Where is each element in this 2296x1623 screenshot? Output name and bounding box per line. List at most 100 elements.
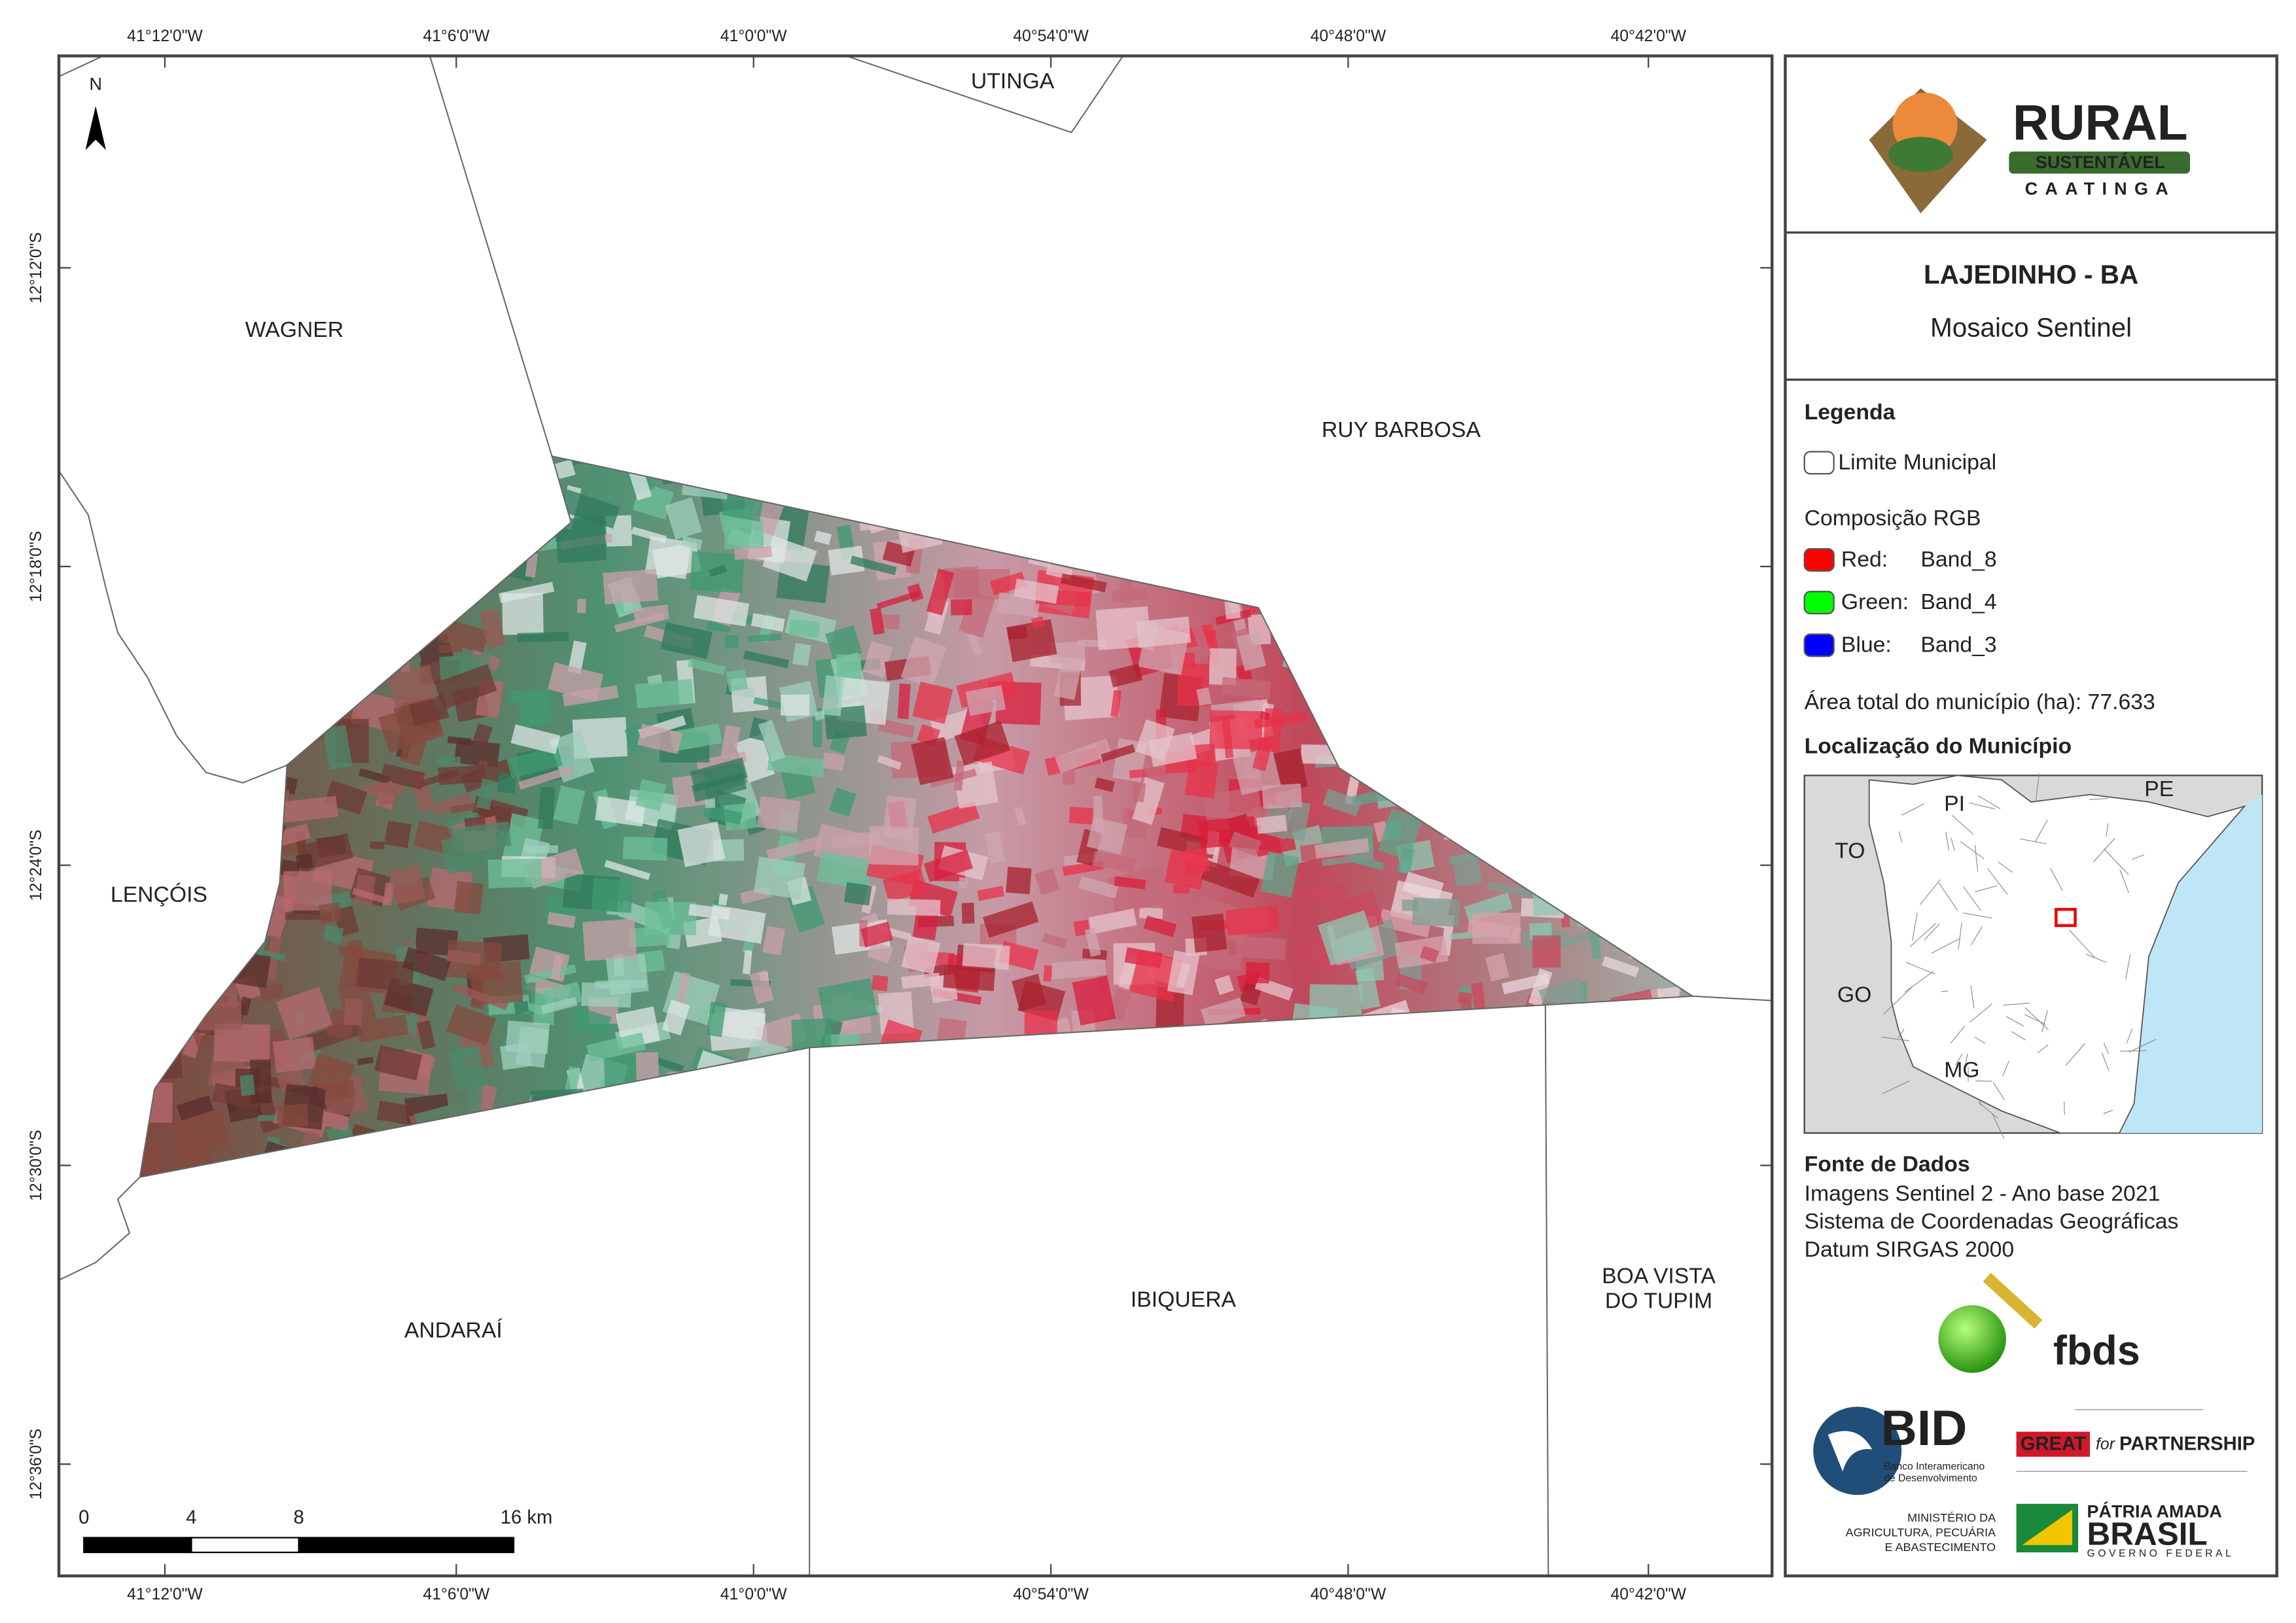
image-patch	[1192, 913, 1227, 953]
inset-municipal-line	[2037, 1044, 2049, 1054]
image-patch	[591, 878, 633, 913]
inset-municipal-line	[1992, 1113, 2005, 1139]
image-patch	[1182, 847, 1210, 875]
sources-line: Datum SIRGAS 2000	[1805, 1237, 2014, 1262]
image-patch	[688, 903, 731, 920]
image-patch	[669, 723, 722, 752]
image-patch	[415, 928, 458, 956]
inset-municipal-line	[1977, 795, 2001, 809]
image-patch	[446, 1003, 497, 1046]
inset-municipal-line	[1883, 986, 1913, 1015]
image-patch	[1132, 782, 1146, 803]
image-patch	[506, 746, 563, 779]
image-patch	[929, 768, 977, 788]
image-patch	[472, 723, 493, 748]
inset-municipal-line	[1964, 1053, 1968, 1071]
inset-municipal-line	[1998, 862, 2013, 873]
image-patch	[1315, 838, 1369, 859]
image-patch	[1201, 997, 1246, 1028]
image-patch	[912, 681, 953, 724]
inset-municipal-line	[2041, 1010, 2048, 1033]
inset-location-marker	[2055, 907, 2077, 928]
image-patch	[1226, 905, 1280, 936]
image-patch	[351, 888, 391, 905]
image-patch	[438, 764, 486, 786]
scale-segment	[298, 1537, 515, 1554]
brasil-label: BRASIL	[2087, 1516, 2208, 1552]
north-arrow-label: N	[89, 75, 102, 94]
image-patch	[633, 604, 669, 623]
legend-label: Red:	[1841, 547, 1888, 572]
image-patch	[1110, 689, 1122, 718]
image-patch	[850, 555, 897, 576]
inset-municipal-line	[1954, 1053, 1963, 1066]
image-patch	[982, 901, 1039, 938]
inset-municipal-line	[2020, 838, 2047, 845]
image-patch	[677, 821, 726, 867]
inset-state-label: GO	[1837, 983, 1871, 1007]
boundaries	[59, 56, 1773, 1577]
inset-state-label: MG	[1944, 1057, 1979, 1082]
image-patch	[907, 583, 924, 602]
image-patch	[1091, 850, 1137, 873]
inset-municipal-line	[1901, 803, 1925, 816]
image-patch	[1014, 807, 1027, 826]
image-patch	[871, 975, 889, 992]
bid-caption: Banco Interamericano	[1884, 1461, 1985, 1473]
image-patch	[911, 737, 954, 786]
municipal-boundary	[59, 1176, 141, 1281]
image-patch	[1196, 687, 1212, 706]
image-patch	[1167, 950, 1200, 996]
image-patch	[753, 856, 805, 899]
image-patch	[637, 724, 682, 754]
location-heading: Localização do Município	[1805, 734, 2072, 759]
image-patch	[499, 582, 555, 603]
logo-name: RURAL	[2013, 96, 2188, 151]
ministry-label: E ABASTECIMENTO	[1885, 1541, 1996, 1554]
image-patch	[882, 869, 928, 903]
legend-label: Composição RGB	[1805, 506, 1981, 531]
brasil-label: PÁTRIA AMADA	[2087, 1501, 2222, 1521]
legend-swatch	[1803, 548, 1835, 572]
image-patch	[1050, 642, 1086, 664]
image-patch	[876, 590, 921, 610]
image-patch	[505, 1021, 550, 1055]
image-patch	[1108, 663, 1143, 688]
municipality-label: IBIQUERA	[1131, 1287, 1237, 1312]
inset-municipal-line	[1941, 990, 1949, 992]
image-patch	[1069, 807, 1093, 825]
image-patch	[762, 535, 817, 582]
image-patch	[824, 1034, 860, 1047]
image-patch	[283, 871, 332, 911]
image-patch	[555, 516, 607, 564]
image-patch	[635, 678, 694, 709]
inset-municipal-line	[2024, 1014, 2046, 1025]
image-patch	[965, 685, 1006, 716]
image-patch	[446, 949, 482, 966]
inset-municipal-line	[1969, 1003, 1992, 1023]
inset-municipal-line	[1962, 912, 1992, 918]
image-patch	[1395, 973, 1428, 994]
image-patch	[1148, 732, 1197, 767]
inset-municipal-line	[1904, 971, 1934, 993]
image-patch	[656, 1057, 684, 1073]
latitude-label: 12°24'0"S	[27, 829, 45, 901]
inset-municipal-line	[2119, 869, 2129, 894]
image-patch	[660, 622, 713, 659]
municipal-boundary	[1544, 1005, 1549, 1577]
image-patch	[961, 902, 975, 924]
legend-label: Limite Municipal	[1838, 449, 1996, 474]
image-patch	[356, 1015, 409, 1043]
image-patch	[887, 898, 941, 916]
image-patch	[816, 851, 873, 890]
logo-band: SUSTENTÁVEL	[2036, 152, 2165, 172]
image-patch	[466, 1079, 484, 1119]
image-patch	[989, 572, 1027, 595]
image-patch	[276, 1104, 309, 1128]
image-patch	[387, 665, 438, 708]
inset-municipal-line	[2131, 854, 2145, 860]
longitude-label: 41°6'0"W	[423, 27, 489, 45]
brasil-label: GOVERNO FEDERAL	[2087, 1548, 2234, 1559]
